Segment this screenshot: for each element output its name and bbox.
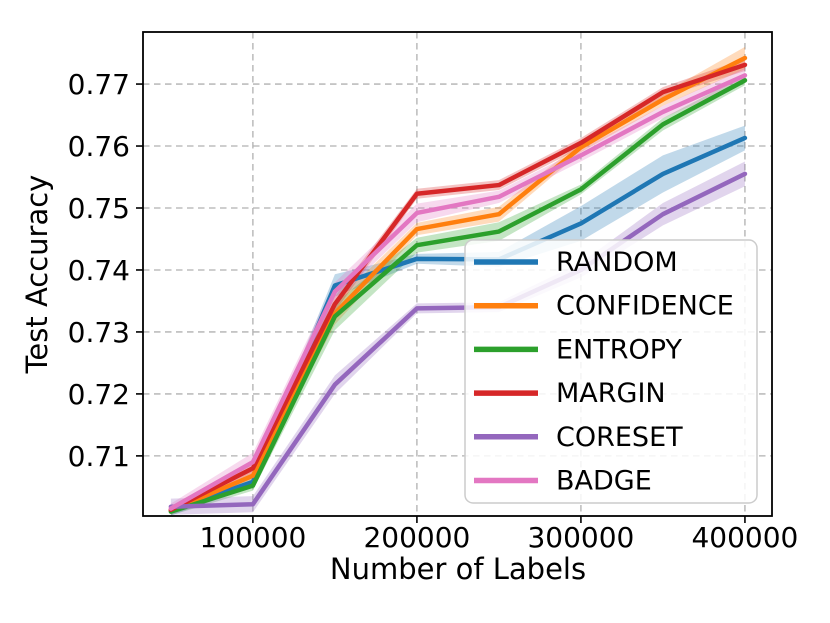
y-axis-label: Test Accuracy <box>20 174 54 374</box>
series-line-entropy <box>168 78 748 514</box>
series-band-badge <box>170 67 745 514</box>
y-tick-label: 0.76 <box>68 130 130 163</box>
legend: RANDOM CONFIDENCE ENTROPY MARGIN CORESET BADG… <box>464 239 758 504</box>
legend-label-confidence: CONFIDENCE <box>556 291 734 322</box>
grid <box>143 32 772 516</box>
legend-label-random: RANDOM <box>556 247 678 278</box>
series-line-coreset <box>168 171 748 509</box>
axis-ticks <box>136 83 746 523</box>
x-tick-label: 400000 <box>691 521 798 554</box>
x-tick-label: 200000 <box>363 521 470 554</box>
legend-label-margin: MARGIN <box>556 378 666 409</box>
y-tick-label: 0.72 <box>68 378 130 411</box>
y-tick-label: 0.77 <box>68 68 130 101</box>
legend-box <box>464 239 758 504</box>
series-band-confidence <box>170 46 745 515</box>
y-tick-label: 0.71 <box>68 440 130 473</box>
y-tick-label: 0.74 <box>68 254 130 287</box>
legend-label-entropy: ENTROPY <box>556 334 682 365</box>
legend-label-badge: BADGE <box>556 466 652 497</box>
plot-border <box>142 31 773 517</box>
y-tick-label: 0.75 <box>68 192 130 225</box>
x-axis-label: Number of Labels <box>329 552 587 586</box>
y-tick-labels: 0.71 0.72 0.73 0.74 0.75 0.76 0.77 <box>68 68 130 473</box>
series-line-confidence <box>168 55 748 513</box>
x-tick-label: 100000 <box>199 521 306 554</box>
y-tick-label: 0.73 <box>68 316 130 349</box>
x-tick-labels: 100000 200000 300000 400000 <box>199 521 798 554</box>
series-line-margin <box>168 62 748 513</box>
legend-label-coreset: CORESET <box>556 422 683 453</box>
x-tick-label: 300000 <box>527 521 634 554</box>
series-line-badge <box>168 73 748 511</box>
series-band-random <box>170 125 745 516</box>
